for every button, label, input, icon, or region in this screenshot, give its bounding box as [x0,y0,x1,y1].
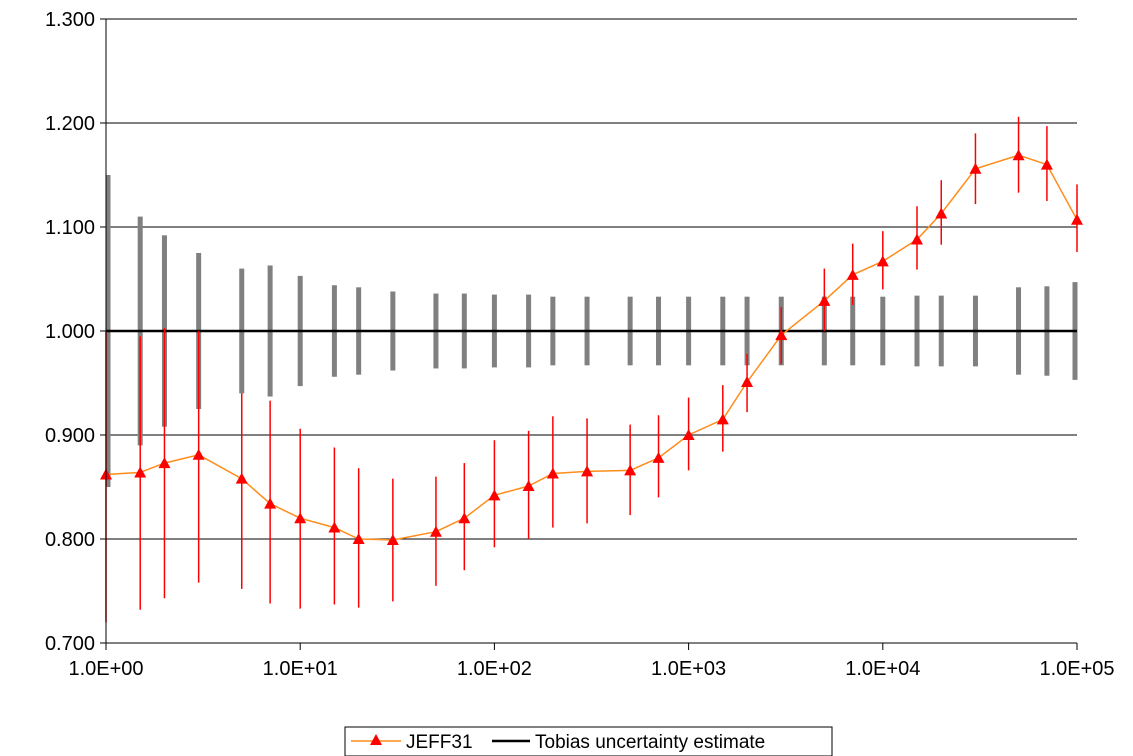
x-tick-label-2: 1.0E+02 [457,658,532,680]
grid [106,18,1077,540]
jeff31-point-9 [386,534,399,546]
jeff31-point-20 [741,375,754,387]
y-tick-label-5: 1.200 [45,113,95,135]
jeff31-point-12 [488,489,501,501]
y-tick-label-2: 0.900 [45,425,95,447]
y-tick-label-0: 0.700 [45,633,95,655]
x-tick-label-1: 1.0E+01 [263,658,338,680]
legend-jeff31-marker-icon [370,734,382,745]
jeff31-point-3 [192,448,205,460]
jeff31-markers [100,149,1083,546]
y-tick-labels: 0.700 0.800 0.900 1.000 1.100 1.200 1.300 [45,9,95,655]
y-tick-label-4: 1.100 [45,217,95,239]
jeff31-point-25 [910,233,923,245]
jeff31-point-1 [134,466,147,478]
jeff31-point-4 [235,472,248,484]
jeff31-point-7 [328,521,341,533]
jeff31-point-8 [352,533,365,544]
jeff31-line-layer [105,154,1078,541]
jeff31-point-28 [1012,149,1025,161]
x-tick-labels: 1.0E+00 1.0E+01 1.0E+02 1.0E+03 1.0E+04 1.0E+… [68,658,1114,680]
jeff31-point-19 [716,413,729,425]
jeff31-point-2 [158,457,171,469]
jeff31-point-23 [846,268,859,280]
jeff31-point-15 [581,465,594,477]
jeff31-point-11 [458,512,471,524]
jeff31-point-10 [429,525,442,537]
x-tick-label-4: 1.0E+04 [845,658,920,680]
jeff31-point-27 [969,162,982,174]
x-tick-label-0: 1.0E+00 [68,658,143,680]
jeff31-point-21 [775,329,788,341]
jeff31-point-17 [652,451,665,463]
jeff31-point-6 [294,512,307,524]
jeff31-point-18 [682,429,695,440]
jeff31-point-30 [1071,213,1083,225]
y-tick-label-6: 1.300 [45,9,95,31]
jeff31-point-13 [522,479,535,491]
jeff31-point-24 [876,255,889,267]
y-tick-label-1: 0.800 [45,529,95,551]
legend-tobias-label: Tobias uncertainty estimate [535,732,765,753]
jeff31-point-16 [624,464,637,476]
jeff31-error-bars [105,116,1078,623]
jeff31-line [105,154,1078,541]
x-tick-label-3: 1.0E+03 [651,658,726,680]
jeff31-point-14 [546,467,559,479]
x-tick-label-5: 1.0E+05 [1039,658,1114,680]
jeff31-point-22 [818,294,831,306]
legend-box [344,726,833,756]
jeff31-point-5 [264,497,277,509]
legend: JEFF31 Tobias uncertainty estimate [344,726,833,756]
axes [100,18,1078,650]
legend-jeff31-label: JEFF31 [406,732,473,753]
y-tick-label-3: 1.000 [45,321,95,343]
jeff31-point-29 [1040,158,1053,170]
jeff31-point-26 [935,207,948,219]
